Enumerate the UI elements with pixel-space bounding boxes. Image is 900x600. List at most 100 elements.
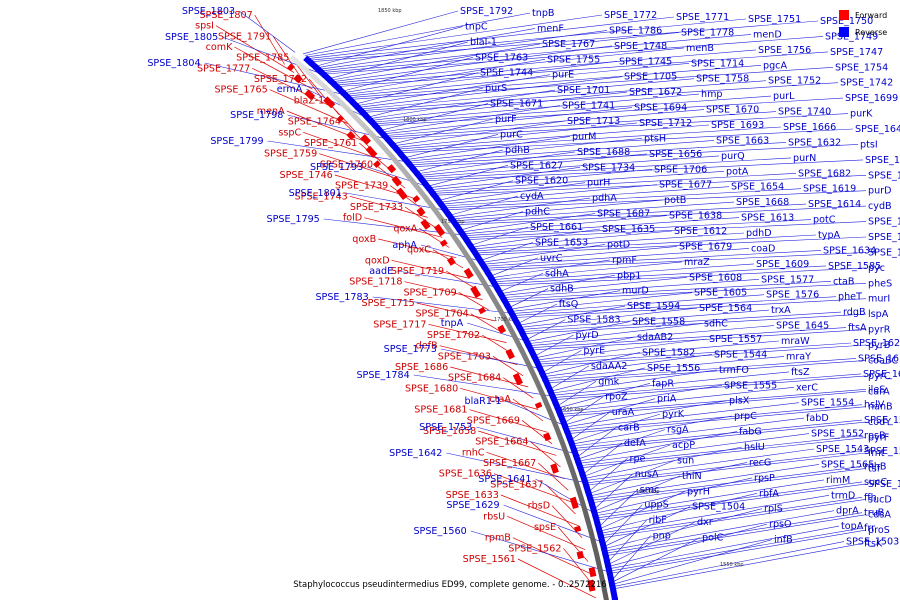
- reverse-label-line: [434, 173, 797, 194]
- reverse-label-line: [578, 429, 666, 460]
- reverse-gene-label: SPSE_1699: [845, 93, 898, 104]
- forward-gene-label: SPSE_1686: [395, 362, 448, 373]
- reverse-gene-label: SPSE_1614: [808, 199, 861, 210]
- reverse-label-line: [238, 10, 296, 53]
- reverse-gene-label: SPSE_1798: [230, 110, 283, 121]
- reverse-gene-label: SPSE_1632: [788, 137, 841, 148]
- reverse-label-line: [395, 120, 566, 146]
- reverse-gene-label: SPSE_1583: [567, 315, 620, 326]
- reverse-gene-label: murD: [622, 286, 649, 297]
- reverse-gene-label: recG: [749, 457, 771, 468]
- reverse-label-line: [359, 76, 623, 108]
- reverse-label-line: [546, 356, 785, 379]
- reverse-gene-feature: [448, 216, 457, 224]
- reverse-label-line: [524, 313, 867, 334]
- reverse-gene-label: SPSE_1750: [820, 16, 873, 27]
- reverse-gene-feature: [549, 394, 557, 401]
- reverse-gene-label: SPSE_1744: [480, 68, 533, 79]
- forward-gene-feature: [543, 432, 552, 442]
- reverse-label-line: [547, 358, 857, 381]
- reverse-gene-label: purF: [495, 114, 517, 125]
- reverse-gene-label: SPSE_1688: [577, 147, 630, 158]
- forward-swatch: [839, 10, 849, 20]
- reverse-gene-label: fapR: [652, 378, 674, 389]
- reverse-gene-label: SPSE_1767: [542, 39, 595, 50]
- reverse-label-line: [440, 348, 537, 368]
- reverse-label-line: [405, 134, 499, 158]
- reverse-label-line: [519, 305, 626, 326]
- reverse-label-line: [375, 95, 772, 125]
- reverse-label-line: [530, 325, 775, 346]
- forward-gene-feature: [304, 89, 316, 101]
- reverse-label-line: [600, 491, 686, 529]
- reverse-gene-label: SPSE_1556: [647, 363, 700, 374]
- reverse-gene-label: pnp: [653, 531, 671, 542]
- reverse-label-line: [345, 59, 546, 93]
- reverse-label-line: [343, 57, 474, 92]
- reverse-label-line: [604, 506, 691, 547]
- reverse-gene-label: nanB: [868, 402, 893, 413]
- reverse-gene-label: SPSE_1804: [147, 58, 200, 69]
- reverse-gene-label: pyrK: [662, 409, 685, 420]
- forward-gene-feature: [323, 96, 336, 109]
- forward-label-line: [342, 121, 374, 151]
- reverse-gene-label: SPSE_1552: [811, 429, 864, 440]
- reverse-gene-label: menD: [753, 29, 782, 40]
- label-connector-lines: [204, 10, 867, 599]
- reverse-label-line: [377, 97, 844, 126]
- reverse-gene-label: cydA: [520, 191, 544, 202]
- reverse-label-line: [389, 113, 849, 140]
- reverse-label-line: [584, 444, 671, 477]
- reverse-label-line: [551, 367, 646, 392]
- reverse-label-line: [491, 257, 539, 276]
- reverse-gene-label: codY: [868, 417, 891, 428]
- strand-legend: Forward Reverse: [839, 10, 887, 37]
- forward-label-line: [319, 153, 398, 179]
- reverse-gene-feature: [393, 146, 401, 154]
- reverse-label-line: [399, 126, 782, 152]
- forward-gene-label: folD: [343, 213, 362, 224]
- reverse-label-line: [587, 452, 867, 486]
- reverse-gene-label: SPSE_1640: [855, 124, 900, 135]
- reverse-gene-feature: [384, 136, 392, 144]
- reverse-gene-label: SPSE_1676: [868, 232, 900, 243]
- forward-gene-label: SPSE_1703: [438, 351, 491, 362]
- reverse-gene-label: purH: [587, 178, 610, 189]
- forward-label-line: [517, 558, 597, 599]
- reverse-gene-label: trmD: [831, 490, 855, 501]
- reverse-label-line: [464, 215, 668, 235]
- reverse-label-line: [411, 142, 787, 166]
- reverse-gene-label: dxr: [697, 517, 713, 528]
- reverse-label-line: [351, 67, 834, 100]
- reverse-gene-label: SPSE_1619: [803, 184, 856, 195]
- reverse-label-line: [596, 477, 753, 514]
- reverse-label-line: [506, 283, 867, 302]
- reverse-gene-label: topA: [841, 521, 864, 532]
- reverse-label-line: [476, 234, 817, 254]
- reverse-gene-label: SPSE_1734: [582, 162, 635, 173]
- tick-label: 1600 kbp: [636, 489, 660, 495]
- reverse-gene-feature: [409, 165, 418, 173]
- reverse-gene-label: SPSE_1666: [783, 122, 836, 133]
- reverse-gene-label: SPSE_1654: [731, 182, 784, 193]
- reverse-gene-label: SPSE_1682: [798, 168, 851, 179]
- reverse-label-line: [423, 157, 792, 180]
- forward-gene-label: qoxC: [407, 245, 431, 256]
- reverse-label-line: [486, 250, 822, 269]
- forward-gene-feature: [550, 463, 559, 474]
- reverse-label-line: [553, 371, 790, 396]
- forward-gene-feature: [360, 134, 371, 145]
- reverse-gene-label: SPSE_1668: [736, 197, 789, 208]
- reverse-label-line: [497, 267, 867, 287]
- reverse-gene-label: SPSE_1805: [165, 32, 218, 43]
- forward-gene-feature: [512, 372, 523, 386]
- reverse-gene-label: plsX: [729, 396, 750, 407]
- reverse-swatch: [839, 27, 849, 37]
- forward-label-line: [252, 67, 331, 107]
- reverse-gene-label: SPSE_1577: [761, 274, 814, 285]
- reverse-gene-label: uraA: [612, 407, 635, 418]
- reverse-gene-label: SPSE_1582: [642, 347, 695, 358]
- reverse-label-line: [522, 309, 770, 330]
- reverse-gene-feature: [367, 117, 375, 125]
- forward-gene-label: SPSE_1715: [362, 298, 415, 309]
